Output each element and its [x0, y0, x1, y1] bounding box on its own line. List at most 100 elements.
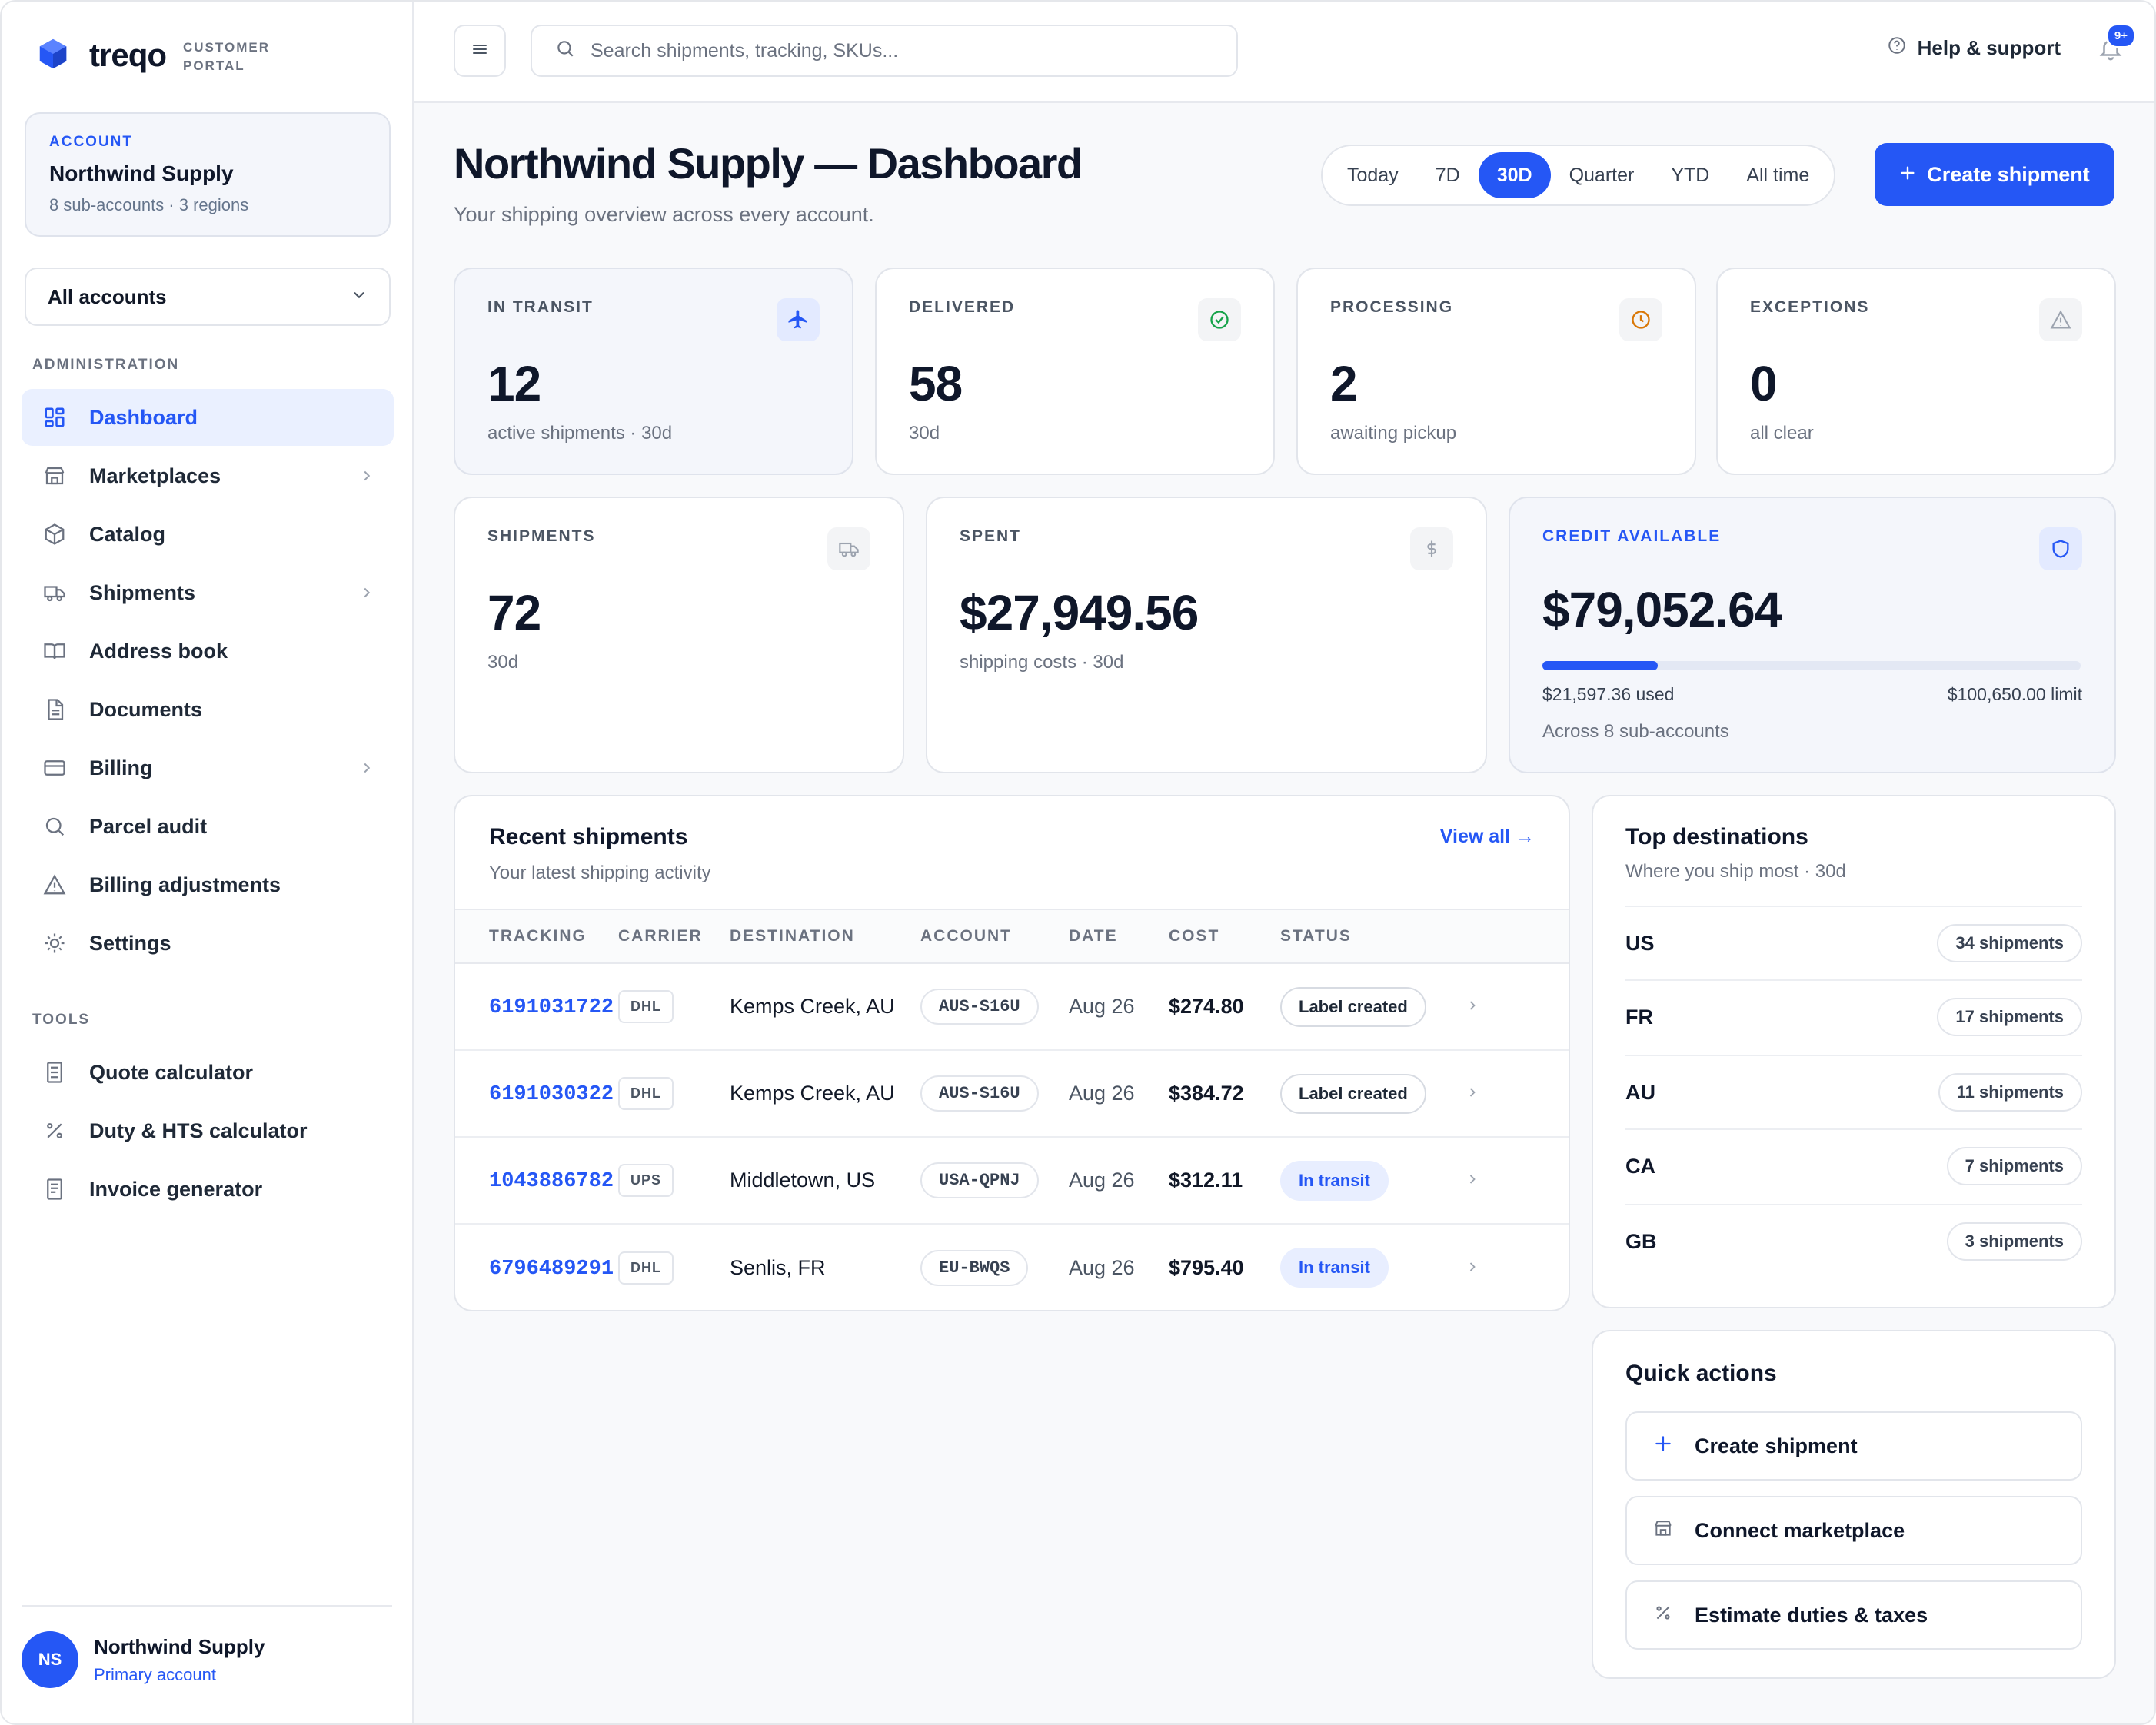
warning-icon — [2039, 298, 2082, 341]
stat-sub: awaiting pickup — [1330, 423, 1457, 444]
stat-value: 58 — [909, 356, 963, 411]
destination-cell: Kemps Creek, AU — [730, 1050, 920, 1138]
nav-item-quote-calculator[interactable]: Quote calculator — [22, 1044, 394, 1101]
carrier-badge: DHL — [618, 1251, 674, 1285]
stat-value: $27,949.56 — [960, 585, 1199, 640]
nav-item-billing[interactable]: Billing — [22, 740, 394, 796]
destination-code: US — [1625, 931, 1655, 955]
credit-usage-bar — [1542, 661, 2081, 670]
truck-icon — [827, 527, 870, 570]
nav-item-parcel-audit[interactable]: Parcel audit — [22, 798, 394, 855]
stat-card-in-transit[interactable]: IN TRANSIT 12 active shipments · 30d — [454, 268, 853, 475]
account-label: ACCOUNT — [49, 134, 133, 150]
destination-row[interactable]: CA 7 shipments — [1625, 1128, 2082, 1202]
credit-card-icon — [42, 755, 68, 781]
quick-actions-card: Quick actions Create shipment Connect ma… — [1592, 1330, 2116, 1679]
nav-item-duty-calculator[interactable]: Duty & HTS calculator — [22, 1102, 394, 1159]
check-circle-icon — [1198, 298, 1241, 341]
book-icon — [42, 638, 68, 664]
page-subtitle: Your shipping overview across every acco… — [454, 203, 874, 226]
destination-count: 34 shipments — [1937, 924, 2082, 962]
range-quarter[interactable]: Quarter — [1569, 165, 1635, 186]
col-date: DATE — [1069, 909, 1169, 964]
store-icon — [42, 463, 68, 489]
help-label: Help & support — [1917, 36, 2061, 59]
nav-item-catalog[interactable]: Catalog — [22, 506, 394, 563]
nav-item-label: Documents — [89, 697, 203, 721]
destination-row[interactable]: US 34 shipments — [1625, 906, 2082, 979]
destination-row[interactable]: GB 3 shipments — [1625, 1204, 2082, 1278]
date-range-selector: Today 7D 30D Quarter YTD All time — [1321, 145, 1836, 206]
nav-item-dashboard[interactable]: Dashboard — [22, 389, 394, 446]
quick-action-connect-marketplace[interactable]: Connect marketplace — [1625, 1496, 2082, 1565]
nav-item-shipments[interactable]: Shipments — [22, 564, 394, 621]
nav-item-documents[interactable]: Documents — [22, 681, 394, 738]
search-icon — [42, 813, 68, 839]
chevron-right-icon[interactable] — [1465, 1082, 1480, 1105]
nav-item-address-book[interactable]: Address book — [22, 623, 394, 680]
top-destinations-title: Top destinations — [1625, 824, 1808, 849]
nav-item-label: Invoice generator — [89, 1177, 263, 1201]
stat-value: 0 — [1750, 356, 1778, 411]
stat-value: $79,052.64 — [1542, 582, 1782, 637]
menu-button[interactable] — [454, 25, 506, 77]
range-ytd[interactable]: YTD — [1671, 165, 1710, 186]
range-all-time[interactable]: All time — [1746, 165, 1810, 186]
grid-icon — [42, 404, 68, 430]
chevron-right-icon — [358, 466, 375, 490]
stat-card-credit-available[interactable]: CREDIT AVAILABLE $79,052.64 $21,597.36 u… — [1509, 497, 2116, 773]
stat-card-processing[interactable]: PROCESSING 2 awaiting pickup — [1296, 268, 1696, 475]
table-row[interactable]: 6796489291 DHL Senlis, FR EU-BWQS Aug 26… — [455, 1224, 1569, 1310]
view-all-link[interactable]: View all → — [1439, 826, 1535, 847]
col-carrier: CARRIER — [618, 909, 730, 964]
create-shipment-button[interactable]: Create shipment — [1875, 143, 2114, 206]
nav-item-settings[interactable]: Settings — [22, 915, 394, 972]
account-select[interactable]: All accounts — [25, 268, 391, 326]
account-card[interactable]: ACCOUNT Northwind Supply 8 sub-accounts … — [25, 112, 391, 237]
destination-row[interactable]: FR 17 shipments — [1625, 979, 2082, 1053]
table-row[interactable]: 6191030322 DHL Kemps Creek, AU AUS-S16U … — [455, 1050, 1569, 1138]
clock-icon — [1619, 298, 1662, 341]
destination-code: CA — [1625, 1154, 1655, 1178]
account-name: Northwind Supply — [49, 161, 234, 185]
tracking-link[interactable]: 6191030322 — [489, 1083, 614, 1106]
tracking-link[interactable]: 1043886782 — [489, 1170, 614, 1193]
chevron-right-icon[interactable] — [1465, 1256, 1480, 1279]
status-badge: In transit — [1280, 1248, 1389, 1288]
stat-card-spent[interactable]: SPENT $27,949.56 shipping costs · 30d — [926, 497, 1487, 773]
table-row[interactable]: 6191031722 DHL Kemps Creek, AU AUS-S16U … — [455, 963, 1569, 1051]
search-placeholder: Search shipments, tracking, SKUs... — [591, 39, 899, 61]
tracking-link[interactable]: 6191031722 — [489, 996, 614, 1019]
user-profile[interactable]: NS Northwind Supply Primary account — [22, 1605, 392, 1705]
nav-item-marketplaces[interactable]: Marketplaces — [22, 447, 394, 504]
table-row[interactable]: 1043886782 UPS Middletown, US USA-QPNJ A… — [455, 1137, 1569, 1225]
brand[interactable]: treqo CUSTOMER PORTAL — [35, 35, 270, 75]
cost-cell: $312.11 — [1169, 1137, 1280, 1225]
col-action — [1465, 909, 1569, 964]
create-shipment-label: Create shipment — [1927, 162, 2090, 186]
range-7d[interactable]: 7D — [1435, 165, 1460, 186]
chevron-right-icon[interactable] — [1465, 1168, 1480, 1192]
page-title: Northwind Supply — Dashboard — [454, 139, 1083, 188]
nav-item-billing-adjustments[interactable]: Billing adjustments — [22, 856, 394, 913]
range-today[interactable]: Today — [1347, 165, 1399, 186]
credit-limit: $100,650.00 limit — [1947, 684, 2082, 704]
hamburger-icon — [471, 40, 489, 62]
user-role: Primary account — [94, 1664, 216, 1684]
quick-action-create-shipment[interactable]: Create shipment — [1625, 1411, 2082, 1481]
range-30d[interactable]: 30D — [1478, 152, 1551, 198]
carrier-badge: DHL — [618, 990, 674, 1023]
help-support-link[interactable]: Help & support — [1887, 35, 2061, 61]
stat-card-shipments[interactable]: SHIPMENTS 72 30d — [454, 497, 904, 773]
nav-item-invoice-generator[interactable]: Invoice generator — [22, 1161, 394, 1218]
search-input[interactable]: Search shipments, tracking, SKUs... — [531, 25, 1238, 77]
stat-card-exceptions[interactable]: EXCEPTIONS 0 all clear — [1716, 268, 2116, 475]
destination-row[interactable]: AU 11 shipments — [1625, 1055, 2082, 1128]
plus-icon — [1653, 1434, 1673, 1459]
quick-action-label: Estimate duties & taxes — [1695, 1603, 1928, 1627]
stat-value: 12 — [487, 356, 541, 411]
chevron-right-icon[interactable] — [1465, 995, 1480, 1018]
tracking-link[interactable]: 6796489291 — [489, 1257, 614, 1281]
stat-card-delivered[interactable]: DELIVERED 58 30d — [875, 268, 1275, 475]
quick-action-estimate-duties[interactable]: Estimate duties & taxes — [1625, 1580, 2082, 1650]
